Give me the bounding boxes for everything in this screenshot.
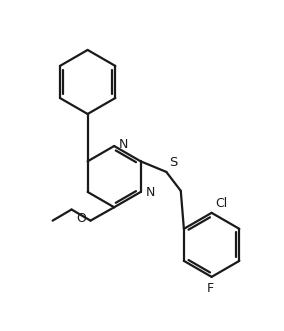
Text: N: N <box>119 138 129 151</box>
Text: S: S <box>169 156 178 169</box>
Text: Cl: Cl <box>215 197 227 210</box>
Text: F: F <box>207 282 214 295</box>
Text: N: N <box>146 186 155 199</box>
Text: O: O <box>77 213 87 225</box>
